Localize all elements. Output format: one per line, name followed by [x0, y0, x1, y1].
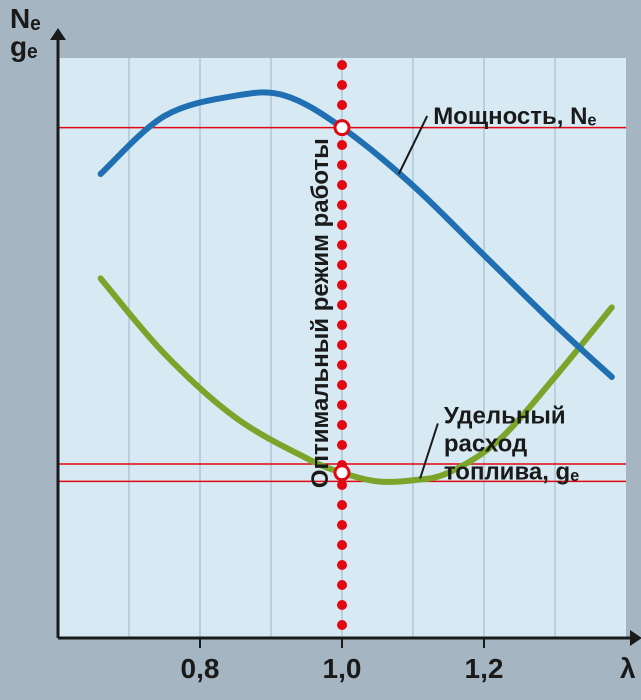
x-axis-label: λ: [620, 653, 636, 684]
y-axis-label-fuel: gₑ: [10, 31, 38, 62]
y-axis-label-power: Nₑ: [10, 3, 41, 34]
fuel-series-label-1: Удельный: [444, 402, 566, 429]
engine-lambda-chart: 0,8 1,0 1,2 Nₑgₑ λ Оптимальный режим работы Мо…: [0, 0, 641, 700]
x-tick-label: 1,2: [465, 653, 504, 684]
power-series-label: Мощность, Nₑ: [433, 103, 596, 130]
fuel-series-label-2: расход: [444, 430, 527, 457]
x-tick-label: 0,8: [181, 653, 220, 684]
fuel-optimal-marker: [335, 466, 349, 480]
power-optimal-marker: [335, 121, 349, 135]
chart-svg: 0,8 1,0 1,2 Nₑgₑ λ Оптимальный режим работы Мо…: [0, 0, 641, 700]
optimal-mode-label: Оптимальный режим работы: [307, 138, 334, 488]
x-tick-label: 1,0: [323, 653, 362, 684]
fuel-series-label-3: топлива, gₑ: [444, 458, 579, 485]
